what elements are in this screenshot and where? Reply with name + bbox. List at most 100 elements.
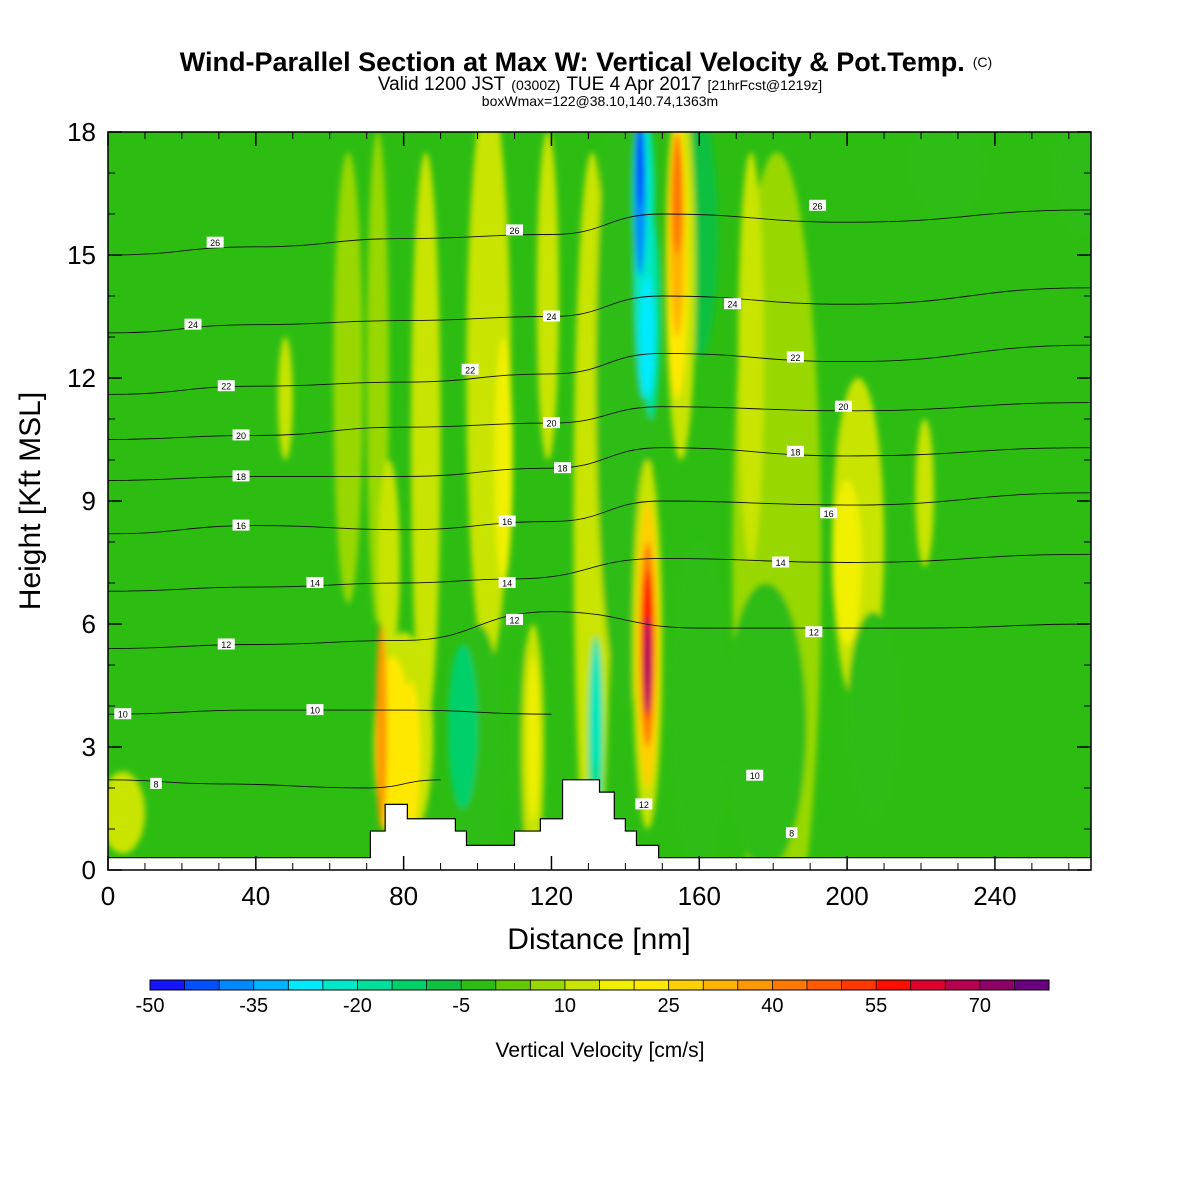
y-tick-label: 0 [82, 855, 96, 885]
colorbar-title: Vertical Velocity [cm/s] [496, 1039, 705, 1062]
subtitle-date: TUE 4 Apr 2017 [566, 74, 701, 95]
y-tick-label: 12 [67, 363, 96, 393]
x-tick-label: 80 [389, 881, 418, 911]
contour-label-1: 10 [114, 708, 132, 720]
contour-label-box [498, 577, 516, 588]
y-tick-label: 6 [82, 609, 96, 639]
contour-label-box [232, 519, 250, 531]
colorbar-swatch-25 [1014, 980, 1050, 990]
contour-label-box [498, 515, 516, 527]
contour-label-6: 12 [506, 613, 524, 625]
contour-label-18: 20 [232, 429, 250, 441]
chart-title: Wind-Parallel Section at Max W: Vertical… [180, 47, 965, 77]
velocity-region-3 [333, 152, 363, 604]
colorbar-swatch-4 [288, 980, 324, 990]
contour-line-16-4 [108, 492, 1091, 535]
velocity-field [108, 132, 1091, 870]
colorbar-tick-label: 10 [554, 995, 576, 1017]
colorbar-swatch-9 [461, 980, 497, 990]
contour-label-box [805, 626, 823, 638]
colorbar-swatch-8 [426, 980, 462, 990]
contour-label-box [206, 236, 224, 248]
contour-label-text: 22 [790, 353, 800, 363]
contour-label-text: 26 [813, 201, 823, 211]
velocity-region-28 [527, 656, 539, 821]
colorbar-swatch-3 [253, 980, 289, 990]
colorbar-swatch-22 [910, 980, 946, 990]
y-tick-label: 9 [82, 486, 96, 516]
velocity-region-5 [377, 460, 400, 665]
contour-line-8-0 [108, 779, 441, 789]
y-tick-label: 18 [67, 117, 96, 147]
contour-label-box [506, 224, 524, 236]
contour-label-5: 12 [217, 638, 235, 650]
colorbar-swatch-24 [979, 980, 1015, 990]
velocity-region-13 [915, 419, 934, 567]
colorbar-swatch-0 [150, 980, 186, 990]
contour-label-box [150, 777, 162, 789]
contour-label-box [542, 417, 560, 429]
x-tick-label: 240 [973, 881, 1016, 911]
y-axis-label: Height [Kft MSL] [14, 392, 47, 610]
contour-label-22: 22 [461, 363, 479, 375]
contour-label-25: 24 [542, 310, 560, 322]
contour-label-14: 16 [820, 507, 838, 519]
contour-label-text: 14 [502, 579, 512, 589]
colorbar-swatch-20 [841, 980, 877, 990]
contour-label-box [820, 507, 838, 519]
contour-label-text: 22 [221, 382, 231, 392]
contour-label-0: 8 [150, 777, 162, 789]
contour-label-text: 22 [465, 365, 475, 375]
subtitle-valid: Valid 1200 JST [378, 74, 506, 95]
subtitle-forecast: [21hrFcst@1219z] [708, 77, 823, 93]
contour-label-text: 16 [236, 521, 246, 531]
contour-label-text: 8 [154, 779, 159, 789]
contour-label-text: 12 [809, 628, 819, 638]
contour-label-11: 14 [772, 556, 790, 568]
contour-label-box [232, 429, 250, 441]
contour-label-box [232, 470, 250, 482]
contour-label-box [184, 318, 202, 330]
velocity-region-36 [640, 275, 655, 399]
contour-label-16: 18 [554, 462, 572, 474]
x-tick-label: 160 [678, 881, 721, 911]
contour-line-26-9 [108, 209, 1091, 256]
contour-label-box [635, 798, 653, 810]
colorbar-swatch-18 [772, 980, 808, 990]
title-mark: (C) [973, 54, 992, 70]
colorbar-tick-label: -35 [239, 995, 268, 1017]
colorbar-swatch-14 [634, 980, 670, 990]
x-tick-label: 0 [101, 881, 115, 911]
contour-label-text: 16 [502, 517, 512, 527]
contour-label-text: 20 [236, 431, 246, 441]
contour-label-box [217, 638, 235, 650]
contour-label-17: 18 [786, 445, 804, 457]
velocity-region-18 [447, 644, 478, 809]
colorbar-swatch-17 [737, 980, 773, 990]
contour-label-4: 8 [785, 827, 798, 839]
contour-label-7: 12 [805, 626, 823, 638]
contour-label-text: 24 [728, 300, 738, 310]
colorbar-swatch-16 [703, 980, 739, 990]
contour-label-text: 14 [776, 558, 786, 568]
contour-label-box [834, 400, 852, 412]
contour-label-text: 16 [824, 509, 834, 519]
x-tick-label: 120 [530, 881, 573, 911]
contour-label-text: 26 [210, 238, 220, 248]
contour-label-text: 20 [838, 402, 848, 412]
velocity-region-20 [847, 611, 899, 817]
contour-label-24: 24 [184, 318, 202, 330]
contour-label-text: 8 [789, 829, 794, 839]
contour-label-box [786, 351, 804, 363]
y-tick-label: 15 [67, 240, 96, 270]
colorbar-swatch-5 [322, 980, 358, 990]
colorbar-swatch-10 [495, 980, 531, 990]
chart-subtitle-2: boxWmax=122@38.10,140.74,1363m [482, 93, 718, 109]
contour-line-10-1 [108, 709, 552, 715]
contour-line-14-3 [108, 553, 1091, 592]
contour-label-text: 18 [236, 472, 246, 482]
velocity-region-7 [494, 337, 513, 583]
colorbar-tick-label: -5 [452, 995, 470, 1017]
subtitle-utc: (0300Z) [511, 77, 560, 93]
colorbar-swatch-13 [599, 980, 635, 990]
